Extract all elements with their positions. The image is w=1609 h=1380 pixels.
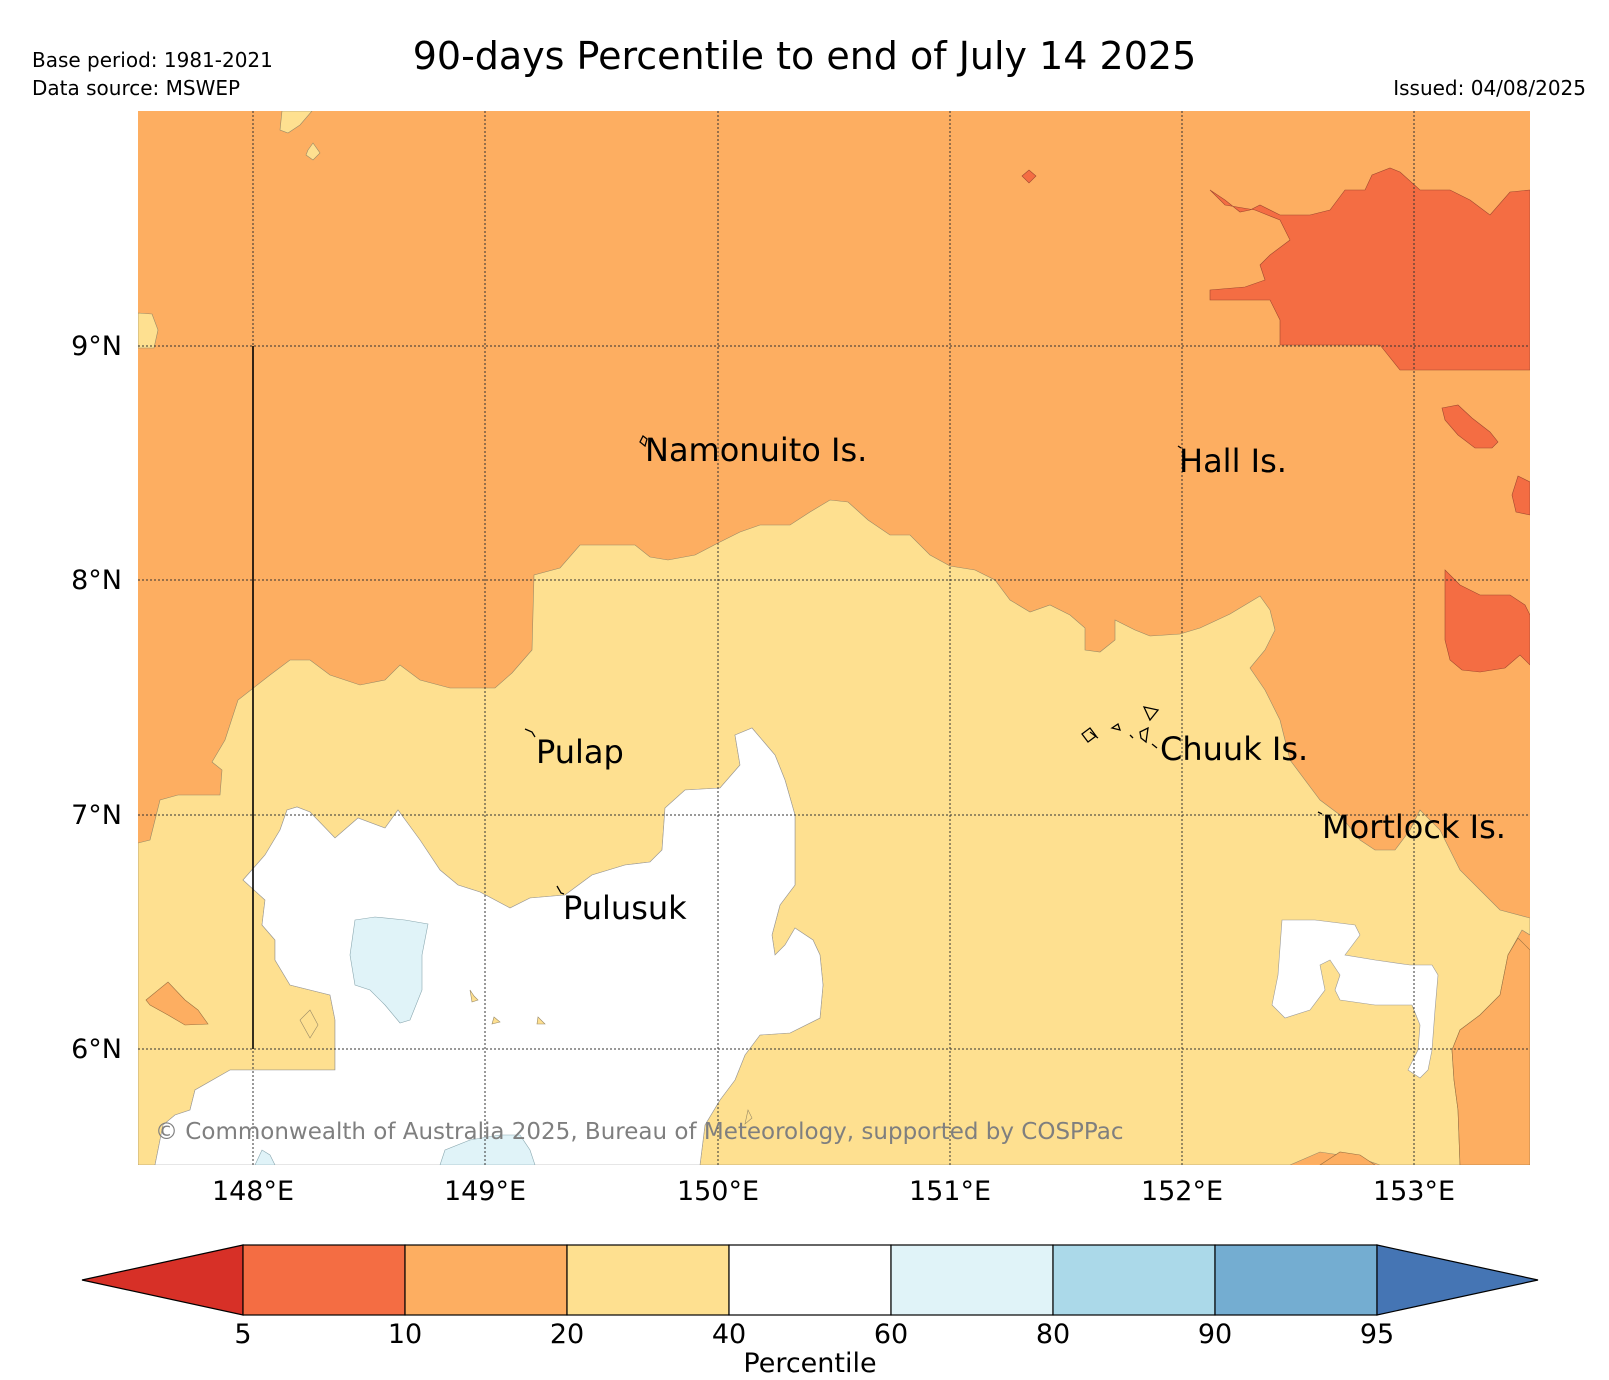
graticule [138, 111, 1530, 1165]
island-chuuk-6 [1151, 743, 1158, 749]
colorbar-tick: 90 [1198, 1319, 1232, 1350]
band-20-40-islet [491, 1016, 501, 1025]
place-label-namonuito: Namonuito Is. [645, 431, 867, 469]
colorbar-tick: 95 [1360, 1319, 1394, 1350]
place-label-mortlock: Mortlock Is. [1322, 808, 1506, 846]
island-chuuk-5 [1139, 726, 1149, 744]
band-60-80 [439, 1134, 536, 1165]
colorbar-swatch [728, 1244, 892, 1316]
colorbar-tick: 10 [388, 1319, 422, 1350]
band-20-40-islet [299, 1009, 319, 1039]
band-20-40-north [305, 142, 321, 161]
band-20-40-islet [469, 989, 479, 1003]
island-mortlock [1317, 811, 1323, 815]
band-10-20-se [1319, 1151, 1376, 1165]
band-40-60-east [1271, 919, 1439, 1079]
band-5-10 [1441, 404, 1499, 449]
lat-label: 8°N [71, 565, 122, 596]
colorbar-tick: 40 [712, 1319, 746, 1350]
colorbar-swatch [242, 1244, 406, 1316]
place-labels: Namonuito Is. Hall Is. Pulap Chuuk Is. M… [536, 431, 1506, 927]
colorbar-tick: 80 [1036, 1319, 1070, 1350]
band-5-10 [1209, 167, 1530, 371]
lon-label: 153°E [1373, 1176, 1455, 1207]
island-pulusuk [556, 885, 565, 895]
lat-labels: 9°N 8°N 7°N 6°N [71, 331, 122, 1065]
lon-label: 150°E [677, 1176, 759, 1207]
colorbar-swatch [890, 1244, 1054, 1316]
colorbar-ticks: 5 10 20 40 60 80 90 95 [234, 1319, 1394, 1350]
island-chuuk-1 [1142, 706, 1160, 722]
colorbar-swatch [1214, 1244, 1378, 1316]
island-chuuk-4 [1110, 722, 1121, 731]
band-60-80 [254, 1149, 276, 1165]
colorbar-tick: 5 [234, 1319, 251, 1350]
map-title: 90-days Percentile to end of July 14 202… [412, 34, 1197, 78]
band-20-40-islet [536, 1016, 546, 1025]
colorbar [81, 1244, 1539, 1316]
island-chuuk-3 [1089, 731, 1099, 739]
band-10-20-pocket [145, 981, 209, 1026]
colorbar-tick: 60 [874, 1319, 908, 1350]
issued-label: Issued: 04/08/2025 [1393, 76, 1586, 100]
island-pulap [524, 728, 536, 738]
lon-label: 148°E [212, 1176, 294, 1207]
colorbar-label: Percentile [743, 1348, 876, 1379]
lat-label: 9°N [71, 331, 122, 362]
island-chuuk-7 [1129, 734, 1134, 739]
colorbar-swatch [566, 1244, 730, 1316]
place-label-hall: Hall Is. [1179, 442, 1287, 480]
copyright-text: © Commonwealth of Australia 2025, Bureau… [155, 1119, 1124, 1145]
band-10-20-se [1451, 937, 1530, 1165]
band-5-10 [1511, 475, 1530, 516]
band-60-80 [349, 916, 429, 1024]
colorbar-swatch [404, 1244, 568, 1316]
data-source-label: Data source: MSWEP [32, 76, 241, 100]
band-20-40-islet [744, 1109, 753, 1125]
place-label-chuuk: Chuuk Is. [1160, 730, 1308, 768]
lon-label: 151°E [909, 1176, 991, 1207]
base-period-label: Base period: 1981-2021 [32, 48, 273, 72]
band-5-10 [1021, 169, 1037, 184]
band-40-60 [154, 727, 824, 1165]
lon-label: 152°E [1141, 1176, 1223, 1207]
colorbar-extend-low [81, 1244, 244, 1316]
lon-label: 149°E [444, 1176, 526, 1207]
band-5-10 [1444, 569, 1530, 673]
island-hall [1177, 445, 1182, 449]
island-namonuito [639, 435, 648, 448]
island-outlines [524, 435, 1323, 895]
lat-label: 7°N [71, 800, 122, 831]
band-20-40-north [279, 111, 313, 134]
lat-label: 6°N [71, 1034, 122, 1065]
band-20-40-north [138, 312, 159, 349]
colorbar-swatch [1052, 1244, 1216, 1316]
colorbar-tick: 20 [550, 1319, 584, 1350]
map-plot-area [138, 111, 1530, 1165]
colorbar-extend-high [1376, 1244, 1539, 1316]
place-label-pulap: Pulap [536, 733, 624, 771]
lon-labels: 148°E 149°E 150°E 151°E 152°E 153°E [212, 1176, 1455, 1207]
place-label-pulusuk: Pulusuk [563, 889, 687, 927]
